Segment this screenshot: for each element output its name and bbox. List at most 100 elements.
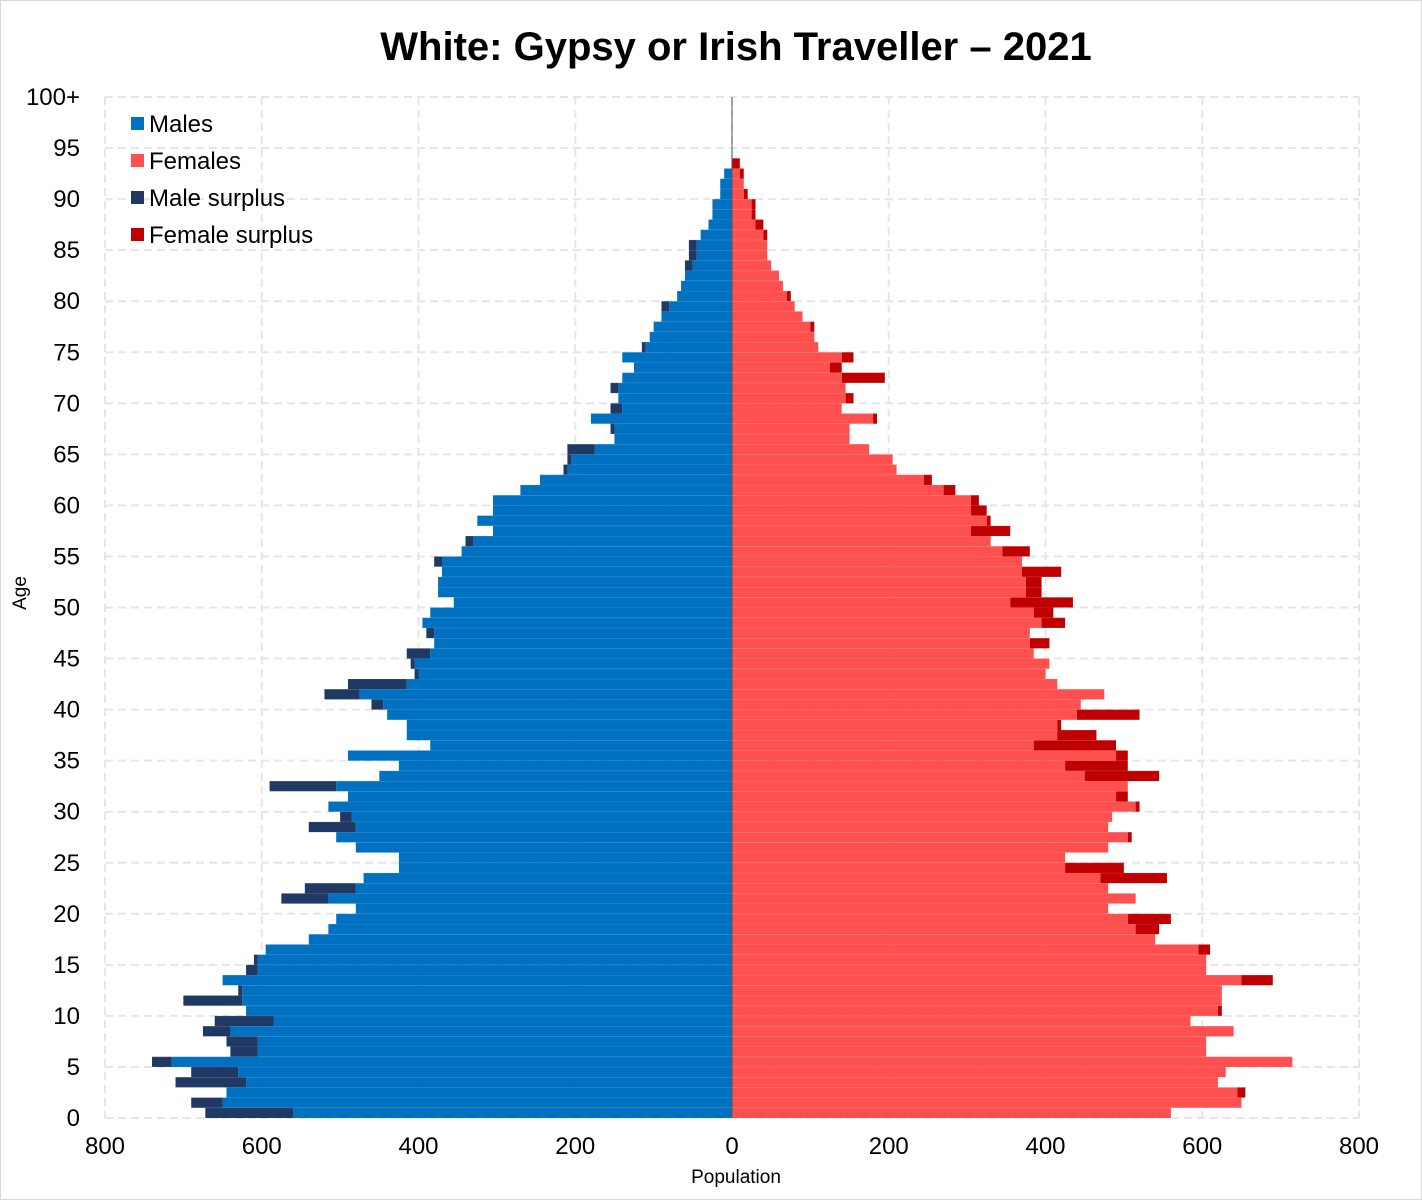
male-bar (492, 505, 732, 516)
female-surplus-bar (1025, 587, 1042, 598)
female-bar (732, 454, 893, 465)
female-bar (732, 872, 1101, 884)
male-bar (622, 372, 732, 383)
female-bar (732, 505, 972, 516)
male-bar (257, 954, 732, 965)
y-tick-label: 75 (53, 339, 80, 366)
female-bar (732, 607, 1034, 618)
female-bar (732, 832, 1128, 843)
female-bar (732, 209, 752, 220)
male-surplus-bar (152, 1056, 172, 1067)
male-bar (614, 423, 732, 434)
female-bar (732, 1066, 1226, 1078)
male-bar (708, 219, 732, 230)
male-surplus-bar (214, 1015, 274, 1027)
legend-swatch (131, 154, 144, 167)
female-surplus-bar (743, 188, 748, 200)
female-bar (732, 229, 764, 240)
male-surplus-bar (371, 699, 384, 710)
female-bar (732, 964, 1207, 976)
male-bar (308, 934, 732, 945)
female-bar (732, 740, 1034, 751)
male-bar (700, 229, 732, 240)
x-axis-ticks: 800 600 400 200 0 200 400 600 800 (85, 1133, 1379, 1160)
male-surplus-bar (253, 954, 258, 965)
y-tick-label: 45 (53, 646, 80, 673)
female-bar (732, 791, 1117, 802)
male-bar (442, 566, 732, 577)
female-surplus-bar (1135, 924, 1160, 935)
female-surplus-bar (1057, 730, 1097, 741)
female-bar (732, 801, 1136, 812)
female-bar (732, 811, 1113, 822)
male-bar (430, 648, 732, 659)
female-bar (732, 944, 1199, 955)
male-bar (442, 556, 732, 567)
male-bar (398, 852, 732, 863)
female-bar (732, 689, 1105, 700)
female-surplus-bar (739, 168, 744, 179)
male-bar (681, 280, 732, 291)
y-tick-label: 95 (53, 135, 80, 162)
female-bar (732, 362, 830, 373)
male-bar (406, 678, 732, 690)
y-tick-label: 80 (53, 288, 80, 315)
female-bar (732, 1097, 1242, 1108)
legend-label: Males (149, 111, 213, 138)
male-bar (242, 985, 732, 996)
male-bar (684, 270, 732, 281)
y-tick-label: 10 (53, 1003, 80, 1030)
x-tick-label: 600 (242, 1133, 282, 1160)
male-surplus-bar (610, 382, 619, 394)
female-bar (732, 638, 1030, 649)
female-surplus-bar (986, 515, 991, 526)
female-surplus-bar (1241, 975, 1273, 986)
female-surplus-bar (841, 352, 854, 363)
male-bar (430, 740, 732, 751)
x-axis-label: Population (691, 1167, 781, 1188)
female-bar (732, 1077, 1218, 1088)
male-bar (618, 393, 732, 404)
female-bar (732, 321, 811, 332)
female-surplus-bar (810, 321, 815, 332)
female-bar (732, 546, 1003, 557)
y-tick-label: 15 (53, 952, 80, 979)
male-bar (720, 188, 732, 200)
male-bar (387, 709, 732, 720)
male-bar (434, 638, 732, 649)
y-tick-label: 0 (67, 1105, 80, 1132)
male-bar (453, 597, 732, 608)
female-bar (732, 781, 1128, 792)
male-bar (692, 260, 732, 271)
female-surplus-bar (1057, 719, 1062, 731)
female-surplus-bar (763, 229, 768, 240)
female-bar (732, 484, 944, 496)
female-bar (732, 883, 1109, 894)
female-bar (732, 290, 787, 302)
female-bar (732, 464, 897, 475)
female-bar (732, 821, 1109, 833)
male-surplus-bar (226, 1036, 258, 1047)
male-surplus-bar (202, 1026, 231, 1037)
male-surplus-bar (347, 678, 407, 690)
male-bar (590, 413, 732, 424)
male-bar (430, 607, 732, 618)
x-tick-label: 400 (1025, 1133, 1065, 1160)
male-bar (594, 444, 732, 455)
male-bar (246, 1077, 732, 1088)
male-bar (634, 362, 732, 373)
female-surplus-bar (845, 393, 854, 404)
y-tick-label: 30 (53, 799, 80, 826)
female-bar (732, 566, 1022, 577)
female-surplus-bar (971, 505, 987, 516)
female-bar (732, 903, 1109, 914)
female-bar (732, 1005, 1218, 1016)
female-bar (732, 668, 1046, 679)
female-bar (732, 168, 740, 179)
legend-swatch (131, 228, 144, 241)
male-surplus-bar (308, 821, 356, 833)
male-bar (242, 995, 732, 1006)
female-surplus-bar (873, 413, 877, 424)
female-bar (732, 913, 1128, 925)
female-surplus-bar (971, 495, 979, 506)
